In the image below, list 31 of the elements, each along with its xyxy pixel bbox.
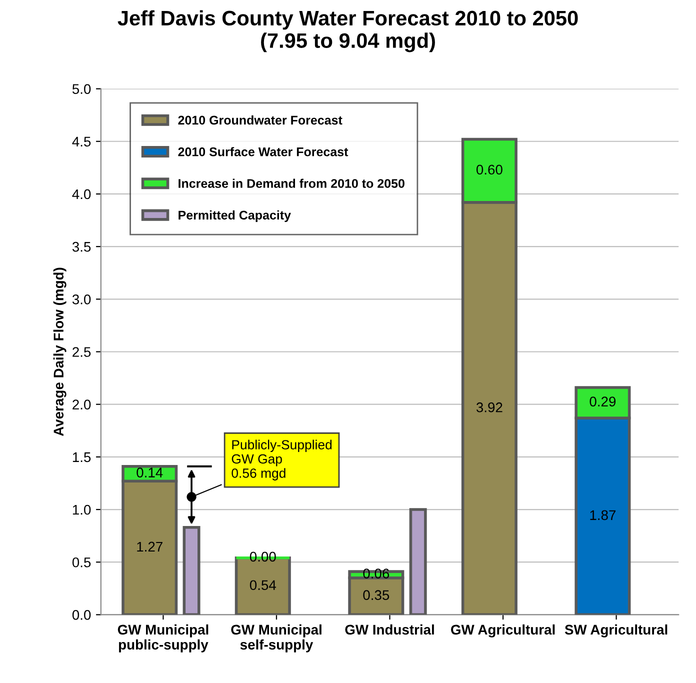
legend-label: Permitted Capacity [178,210,291,222]
y-tick-label: 0.5 [72,557,91,568]
y-tick-label: 2.5 [72,347,91,357]
x-tick-label: GW Industrial [345,624,434,635]
data-label: 0.60 [476,164,502,175]
chart-title: Jeff Davis County Water Forecast 2010 to 2050 (7.95 to 9.04 mgd) [118,10,578,52]
y-tick-label: 5.0 [72,84,91,94]
y-axis-title: Average Daily Flow (mgd) [53,268,66,436]
y-tick-label: 1.5 [72,452,91,462]
legend-label: 2010 Surface Water Forecast [178,147,348,156]
legend-label: Increase in Demand from 2010 to 2050 [178,178,404,188]
data-label: 1.27 [137,542,162,552]
x-tick-label: GW Municipal public-supply [118,624,208,652]
legend-label: 2010 Groundwater Forecast [178,115,342,125]
x-tick-label: GW Municipal self-supply [231,624,322,652]
x-tick-label: SW Agricultural [564,624,668,638]
data-label: 3.92 [476,402,502,412]
y-tick-label: 0.0 [72,610,91,620]
annotation: Publicly-Supplied GW Gap 0.56 mgd [232,440,332,480]
data-label: 0.35 [363,590,390,600]
x-tick-label: GW Agricultural [451,624,555,638]
data-label: 0.14 [136,468,163,478]
y-tick-label: 4.5 [72,136,91,147]
y-tick-label: 1.0 [72,504,91,515]
y-tick-label: 2.0 [72,400,91,410]
data-label: 0.54 [250,580,276,590]
y-tick-label: 3.5 [72,242,91,252]
y-tick-label: 4.0 [72,189,91,200]
y-tick-label: 3.0 [72,294,91,304]
data-label: 1.87 [590,510,616,520]
data-label: 0.29 [590,396,616,406]
